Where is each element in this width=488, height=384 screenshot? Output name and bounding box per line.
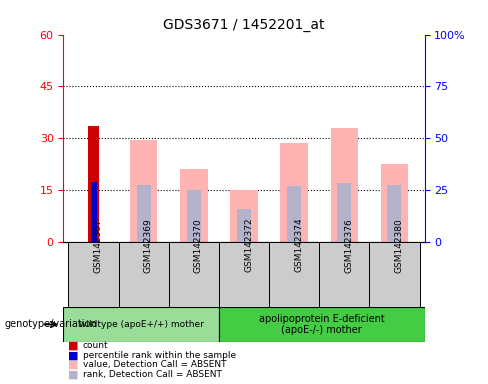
Text: GSM142369: GSM142369 [143, 218, 153, 273]
Bar [180, 169, 207, 242]
Bar [88, 126, 99, 242]
Bar [130, 140, 158, 242]
Text: wildtype (apoE+/+) mother: wildtype (apoE+/+) mother [79, 320, 203, 329]
Bar [269, 242, 319, 307]
Text: rank, Detection Call = ABSENT: rank, Detection Call = ABSENT [83, 370, 222, 379]
Bar [219, 242, 269, 307]
Text: percentile rank within the sample: percentile rank within the sample [83, 351, 236, 360]
Text: ■: ■ [68, 350, 79, 360]
Bar [237, 209, 251, 242]
Text: GSM142370: GSM142370 [194, 218, 203, 273]
Text: ■: ■ [68, 341, 79, 351]
Text: GSM142372: GSM142372 [244, 218, 253, 273]
Text: genotype/variation: genotype/variation [5, 319, 98, 329]
Bar [381, 164, 408, 242]
Text: GSM142374: GSM142374 [294, 218, 303, 273]
Bar [63, 307, 219, 342]
Bar [91, 182, 97, 242]
Bar [119, 242, 169, 307]
Bar [187, 190, 201, 242]
Text: GSM142367: GSM142367 [94, 218, 102, 273]
Text: ■: ■ [68, 360, 79, 370]
Text: value, Detection Call = ABSENT: value, Detection Call = ABSENT [83, 360, 226, 369]
Bar [169, 242, 219, 307]
Bar [287, 186, 301, 242]
Text: count: count [83, 341, 109, 350]
Bar [230, 190, 258, 242]
Bar [369, 242, 420, 307]
Bar [219, 307, 425, 342]
Text: ■: ■ [68, 369, 79, 379]
Bar [319, 242, 369, 307]
Bar [281, 144, 308, 242]
Text: GSM142376: GSM142376 [345, 218, 353, 273]
Text: GSM142380: GSM142380 [394, 218, 404, 273]
Bar [387, 185, 402, 242]
Bar [330, 128, 358, 242]
Bar [68, 242, 119, 307]
Bar [137, 185, 151, 242]
Bar [337, 183, 351, 242]
Title: GDS3671 / 1452201_at: GDS3671 / 1452201_at [163, 18, 325, 32]
Text: apolipoprotein E-deficient
(apoE-/-) mother: apolipoprotein E-deficient (apoE-/-) mot… [259, 314, 385, 335]
